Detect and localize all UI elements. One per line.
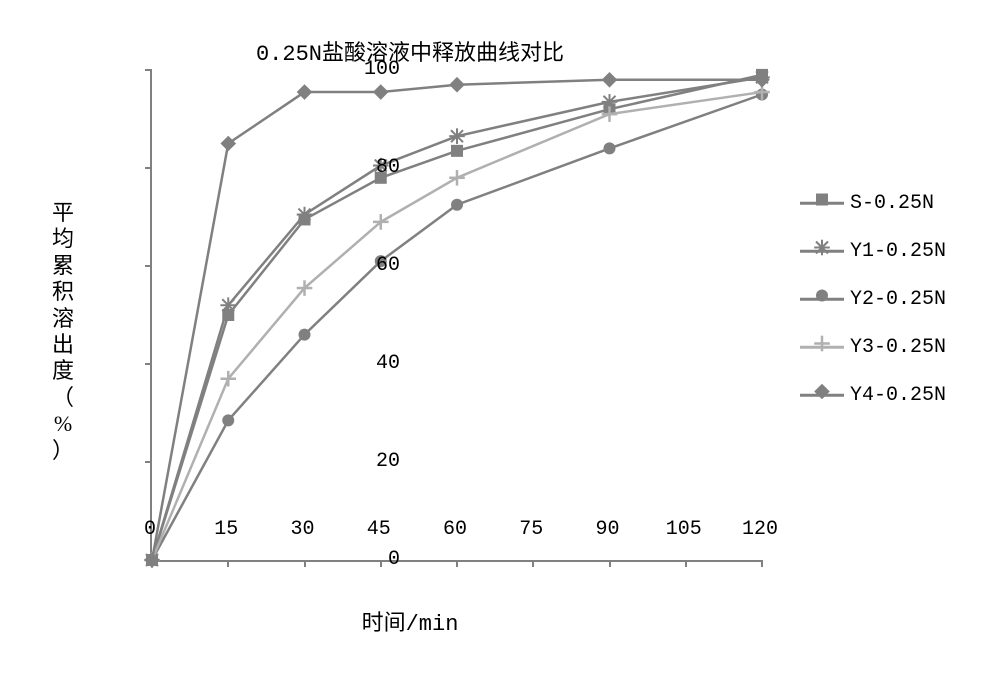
x-axis-label: 时间/min [20, 605, 800, 637]
x-tick [456, 560, 458, 567]
legend-swatch [800, 241, 844, 261]
y-tick-label: 80 [376, 156, 400, 179]
y-tick [145, 69, 152, 71]
y-tick [145, 167, 152, 169]
x-tick-label: 90 [595, 518, 619, 541]
x-tick-label: 30 [290, 518, 314, 541]
legend-item: Y1-0.25N [800, 238, 946, 264]
y-tick [145, 363, 152, 365]
legend-item: Y3-0.25N [800, 334, 946, 360]
legend-label: Y3-0.25N [850, 336, 946, 359]
x-tick-label: 105 [666, 518, 702, 541]
x-tick-label: 120 [742, 518, 778, 541]
series-line [152, 95, 762, 561]
y-tick-label: 60 [376, 254, 400, 277]
legend-swatch [800, 385, 844, 405]
legend-item: Y2-0.25N [800, 286, 946, 312]
legend-swatch [800, 337, 844, 357]
x-tick [304, 560, 306, 567]
x-tick [532, 560, 534, 567]
legend-item: S-0.25N [800, 190, 946, 216]
x-tick [685, 560, 687, 567]
chart-lines-svg [152, 70, 762, 560]
legend-label: Y4-0.25N [850, 384, 946, 407]
legend-item: Y4-0.25N [800, 382, 946, 408]
chart-title: 0.25N盐酸溶液中释放曲线对比 [20, 35, 800, 67]
x-tick [380, 560, 382, 567]
legend-label: Y2-0.25N [850, 288, 946, 311]
x-tick-label: 0 [144, 518, 156, 541]
y-tick-label: 0 [388, 548, 400, 571]
x-tick [609, 560, 611, 567]
chart-container: 0.25N盐酸溶液中释放曲线对比 平均累积溶出度（%） [20, 20, 1000, 672]
x-tick [227, 560, 229, 567]
y-tick-label: 20 [376, 450, 400, 473]
legend-label: Y1-0.25N [850, 240, 946, 263]
y-axis-label: 平均累积溶出度（%） [50, 200, 76, 464]
y-tick-label: 100 [364, 58, 400, 81]
y-tick [145, 265, 152, 267]
x-tick [761, 560, 763, 567]
x-tick [151, 560, 153, 567]
legend-swatch [800, 193, 844, 213]
x-tick-label: 60 [443, 518, 467, 541]
y-tick [145, 461, 152, 463]
legend-swatch [800, 289, 844, 309]
series-line [152, 92, 762, 560]
x-tick-label: 15 [214, 518, 238, 541]
legend-label: S-0.25N [850, 192, 934, 215]
x-tick-label: 45 [367, 518, 391, 541]
y-tick-label: 40 [376, 352, 400, 375]
legend: S-0.25N Y1-0.25N Y2-0.25N Y3-0.25N Y4-0.25… [800, 190, 946, 430]
plot-area [150, 70, 762, 562]
x-tick-label: 75 [519, 518, 543, 541]
